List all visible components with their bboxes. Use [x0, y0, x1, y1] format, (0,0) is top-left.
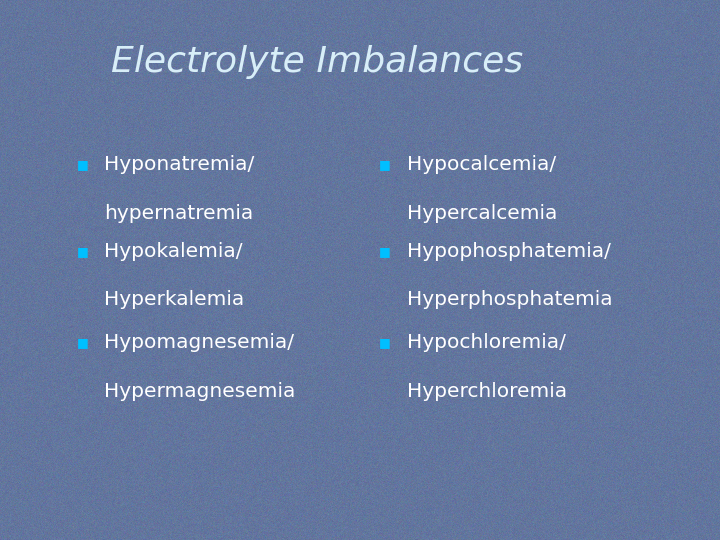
Text: Electrolyte Imbalances: Electrolyte Imbalances: [111, 45, 523, 79]
Text: ■: ■: [77, 158, 89, 171]
Text: Hypermagnesemia: Hypermagnesemia: [104, 382, 296, 401]
Text: Hyponatremia/: Hyponatremia/: [104, 155, 255, 174]
Text: Hypophosphatemia/: Hypophosphatemia/: [407, 241, 611, 261]
Text: Hypomagnesemia/: Hypomagnesemia/: [104, 333, 294, 353]
Text: ■: ■: [379, 158, 391, 171]
Text: ■: ■: [77, 336, 89, 349]
Text: Hypochloremia/: Hypochloremia/: [407, 333, 566, 353]
Text: ■: ■: [379, 245, 391, 258]
Text: Hyperchloremia: Hyperchloremia: [407, 382, 567, 401]
Text: hypernatremia: hypernatremia: [104, 204, 253, 223]
Text: Hypokalemia/: Hypokalemia/: [104, 241, 243, 261]
Text: Hypercalcemia: Hypercalcemia: [407, 204, 557, 223]
Text: Hypocalcemia/: Hypocalcemia/: [407, 155, 556, 174]
Text: Hyperphosphatemia: Hyperphosphatemia: [407, 290, 613, 309]
Text: ■: ■: [379, 336, 391, 349]
Text: ■: ■: [77, 245, 89, 258]
Text: Hyperkalemia: Hyperkalemia: [104, 290, 245, 309]
